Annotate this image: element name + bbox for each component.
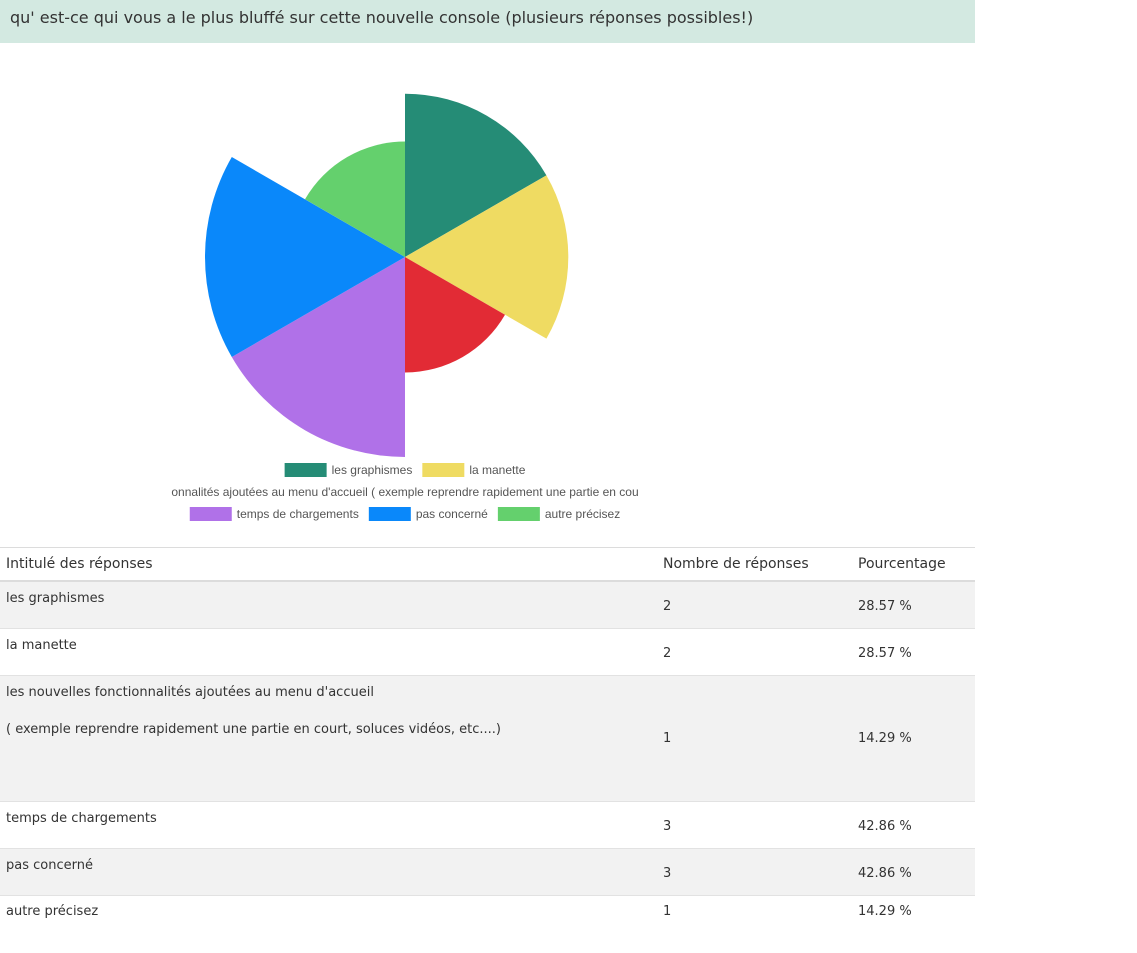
legend-swatch-5 xyxy=(497,507,540,521)
row-percent: 42.86 % xyxy=(852,848,975,896)
question-title: qu' est-ce qui vous a le plus bluffé sur… xyxy=(0,0,975,43)
header-count: Nombre de réponses xyxy=(657,547,852,582)
row-percent: 28.57 % xyxy=(852,581,975,629)
row-label: pas concerné xyxy=(0,848,657,896)
table-row: la manette 2 28.57 % xyxy=(0,628,975,676)
row-percent: 14.29 % xyxy=(852,675,975,802)
legend-label-4: pas concerné xyxy=(416,507,488,521)
results-table: Intitulé des réponses Nombre de réponses… xyxy=(0,547,975,933)
slice-1 xyxy=(405,175,569,339)
legend-swatch-1 xyxy=(422,463,465,477)
legend-label-1: la manette xyxy=(469,463,525,477)
row-count: 1 xyxy=(657,675,852,802)
header-label: Intitulé des réponses xyxy=(0,547,657,582)
table-row: temps de chargements 3 42.86 % xyxy=(0,801,975,849)
slice-5 xyxy=(305,141,405,257)
legend-swatch-0 xyxy=(284,463,327,477)
legend-label-5: autre précisez xyxy=(545,507,620,521)
slice-2 xyxy=(405,257,505,373)
row-label: les graphismes xyxy=(0,581,657,629)
row-label-line2: ( exemple reprendre rapidement une parti… xyxy=(6,721,501,737)
header-percent: Pourcentage xyxy=(852,547,975,582)
row-percent: 28.57 % xyxy=(852,628,975,676)
row-label: temps de chargements xyxy=(0,801,657,849)
legend-label-2: onnalités ajoutées au menu d'accueil ( e… xyxy=(171,485,638,499)
row-count: 2 xyxy=(657,628,852,676)
table-row: pas concerné 3 42.86 % xyxy=(0,848,975,896)
row-label-line1: les nouvelles fonctionnalités ajoutées a… xyxy=(6,684,374,700)
table-row: autre précisez 1 14.29 % xyxy=(0,895,975,933)
row-percent: 42.86 % xyxy=(852,801,975,849)
polar-area-chart: les graphismes la manette onnalités ajouté… xyxy=(171,93,639,521)
table-row: les graphismes 2 28.57 % xyxy=(0,581,975,629)
row-count: 3 xyxy=(657,801,852,849)
legend-label-0: les graphismes xyxy=(332,463,413,477)
table-header-row: Intitulé des réponses Nombre de réponses… xyxy=(0,547,975,582)
row-label: les nouvelles fonctionnalités ajoutées a… xyxy=(0,675,657,802)
slice-4 xyxy=(205,157,405,357)
table-row: les nouvelles fonctionnalités ajoutées a… xyxy=(0,675,975,802)
slice-3 xyxy=(231,257,405,457)
row-count: 3 xyxy=(657,848,852,896)
row-percent: 14.29 % xyxy=(858,903,912,919)
legend-swatch-4 xyxy=(368,507,411,521)
row-count: 1 xyxy=(663,903,672,919)
row-label: autre précisez xyxy=(6,903,99,919)
legend-label-3: temps de chargements xyxy=(237,507,359,521)
row-label: la manette xyxy=(0,628,657,676)
slice-0 xyxy=(405,93,547,257)
row-count: 2 xyxy=(657,581,852,629)
legend-swatch-3 xyxy=(189,507,232,521)
